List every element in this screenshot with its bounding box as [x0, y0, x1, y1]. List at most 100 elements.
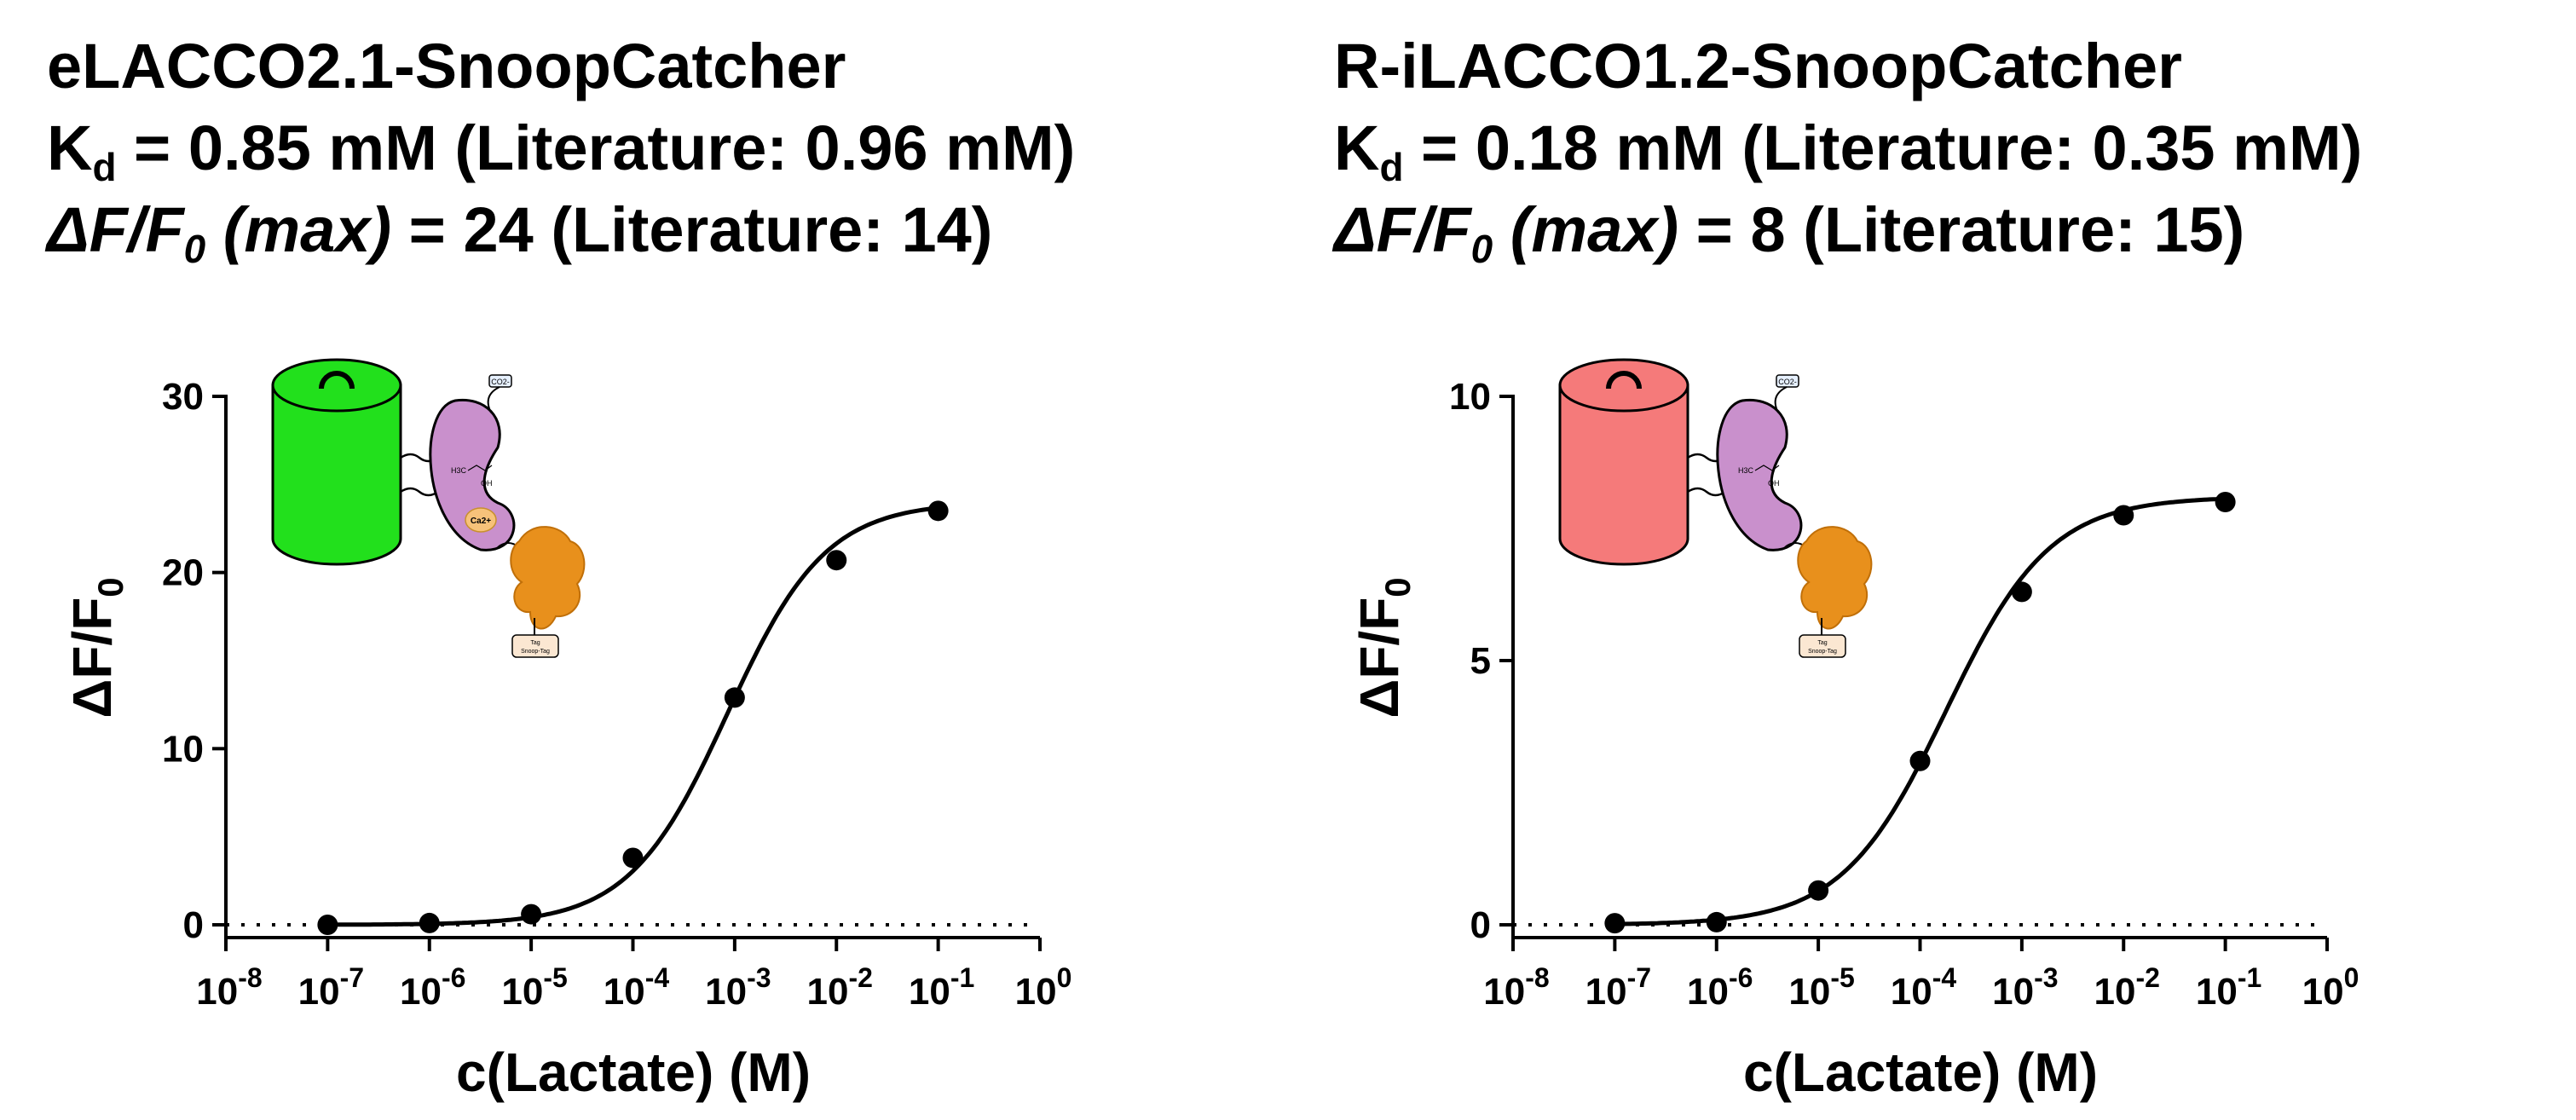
dff-symbol: ΔF/F: [47, 194, 184, 265]
x-tick-base: 10: [501, 971, 543, 1013]
y-axis-label: ΔF/F0: [1349, 577, 1418, 718]
dff-symbol: ΔF/F: [1334, 194, 1471, 265]
x-tick-exponent: -6: [1729, 962, 1753, 993]
x-tick-label: 10-6: [1687, 962, 1753, 1013]
title-line-dff: ΔF/F0 (max) = 8 (Literature: 15): [1334, 189, 2362, 271]
data-point: [521, 904, 542, 925]
x-tick-base: 10: [604, 971, 645, 1013]
title-line-kd: Kd = 0.18 mM (Literature: 0.35 mM): [1334, 107, 2362, 189]
figure-label-h3c: H3C: [1738, 466, 1754, 475]
y-label-sub: 0: [1378, 577, 1418, 597]
data-point: [2011, 581, 2032, 603]
data-point: [724, 687, 745, 708]
kd-symbol: K: [1334, 113, 1380, 183]
y-tick-label: 5: [1470, 640, 1491, 682]
figure-label-h3c: H3C: [451, 466, 467, 475]
x-tick-base: 10: [909, 971, 950, 1013]
x-tick-base: 10: [705, 971, 747, 1013]
y-tick-label: 30: [162, 376, 204, 418]
data-point: [2215, 492, 2236, 512]
y-tick-label: 10: [162, 728, 204, 770]
x-tick-exponent: -1: [2238, 962, 2261, 993]
dff-max: (max): [205, 194, 392, 265]
x-tick-base: 10: [2094, 971, 2136, 1013]
figure-label-snoop-tag: Snoop-Tag: [1808, 649, 1837, 655]
x-tick-exponent: -8: [238, 962, 262, 993]
x-tick-label: 10-7: [1585, 962, 1651, 1013]
x-tick-exponent: -5: [1830, 962, 1854, 993]
chart-title: R-iLACCO1.2-SnoopCatcher Kd = 0.18 mM (L…: [1334, 26, 2362, 271]
x-tick-label: 10-5: [1788, 962, 1854, 1013]
y-label-main: ΔF/F: [61, 598, 123, 719]
x-tick-label: 10-8: [1483, 962, 1549, 1013]
x-tick-base: 10: [196, 971, 238, 1013]
x-tick-exponent: -5: [543, 962, 567, 993]
x-tick-label: 10-4: [1891, 962, 1957, 1013]
calcium-ion: [465, 507, 497, 533]
chart-panel-left: eLACCO2.1-SnoopCatcher Kd = 0.85 mM (Lit…: [0, 0, 1279, 1120]
chart-marks: [1513, 492, 2319, 934]
figure-label-co2: CO2-: [491, 378, 510, 386]
figure-label-snoop-tag: Snoop-Tag: [521, 649, 550, 655]
x-tick-base: 10: [400, 971, 442, 1013]
x-tick-label: 10-2: [2094, 962, 2160, 1013]
sensor-barrel: [1558, 384, 1689, 566]
fit-curve: [1614, 496, 2226, 927]
x-tick-label: 10-6: [400, 962, 465, 1013]
title-line-name: R-iLACCO1.2-SnoopCatcher: [1334, 31, 2182, 101]
chart-marks: [226, 500, 1031, 935]
snoop-tag-box: [511, 634, 559, 658]
x-tick-base: 10: [298, 971, 340, 1013]
title-line-dff: ΔF/F0 (max) = 24 (Literature: 14): [47, 189, 1075, 271]
x-tick-base: 10: [1891, 971, 1932, 1013]
x-tick-base: 10: [807, 971, 849, 1013]
figure-label-co2: CO2-: [1778, 378, 1797, 386]
dff-value: = 24 (Literature: 14): [391, 194, 993, 265]
x-tick-label: 100: [2302, 962, 2359, 1013]
x-tick-exponent: -4: [645, 962, 670, 993]
y-tick-label: 10: [1449, 376, 1491, 418]
y-tick-label: 0: [1470, 904, 1491, 946]
dff-max: (max): [1493, 194, 1679, 265]
binding-domain: [1716, 398, 1803, 551]
x-tick-label: 10-1: [909, 962, 974, 1013]
x-tick-exponent: 0: [2344, 962, 2359, 993]
x-tick-base: 10: [1992, 971, 2034, 1013]
kd-value: = 0.18 mM (Literature: 0.35 mM): [1403, 113, 2363, 183]
sensor-barrel-top: [1558, 358, 1689, 413]
sensor-illustration: CO2- H3C OH Tag Snoop-Tag: [1558, 358, 1873, 658]
lactate-molecule: [467, 465, 493, 471]
kd-subscript: d: [92, 144, 117, 189]
data-point: [927, 500, 949, 522]
tether: [487, 386, 500, 413]
x-tick-exponent: -4: [1932, 962, 1957, 993]
data-point: [826, 550, 847, 571]
title-line-kd: Kd = 0.85 mM (Literature: 0.96 mM): [47, 107, 1075, 189]
x-tick-exponent: -8: [1525, 962, 1549, 993]
sensor-illustration: CO2- Ca2+ H3C OH Tag Snoop-Tag: [271, 358, 586, 658]
x-tick-label: 10-4: [604, 962, 670, 1013]
chart-panel-right: R-iLACCO1.2-SnoopCatcher Kd = 0.18 mM (L…: [1287, 0, 2566, 1120]
data-point: [419, 912, 440, 933]
x-tick-base: 10: [1585, 971, 1627, 1013]
title-line-name: eLACCO2.1-SnoopCatcher: [47, 31, 846, 101]
co2-tag-box: [1776, 374, 1799, 388]
figure-label-tag: Tag: [1817, 640, 1827, 646]
kd-subscript: d: [1379, 144, 1404, 189]
y-axis-label: ΔF/F0: [61, 577, 130, 718]
x-tick-label: 10-5: [501, 962, 567, 1013]
sensor-barrel-top: [271, 358, 402, 413]
x-tick-label: 10-8: [196, 962, 262, 1013]
x-tick-label: 10-3: [705, 962, 771, 1013]
dff-value: = 8 (Literature: 15): [1678, 194, 2245, 265]
x-tick-exponent: -7: [340, 962, 364, 993]
x-tick-exponent: -2: [2136, 962, 2160, 993]
x-tick-label: 10-2: [807, 962, 873, 1013]
data-point: [2113, 505, 2134, 526]
data-point: [1706, 911, 1727, 932]
figure-label-ca: Ca2+: [471, 517, 491, 526]
x-tick-label: 100: [1015, 962, 1072, 1013]
x-axis-label: c(Lactate) (M): [1743, 1042, 2098, 1103]
x-tick-label: 10-7: [298, 962, 364, 1013]
